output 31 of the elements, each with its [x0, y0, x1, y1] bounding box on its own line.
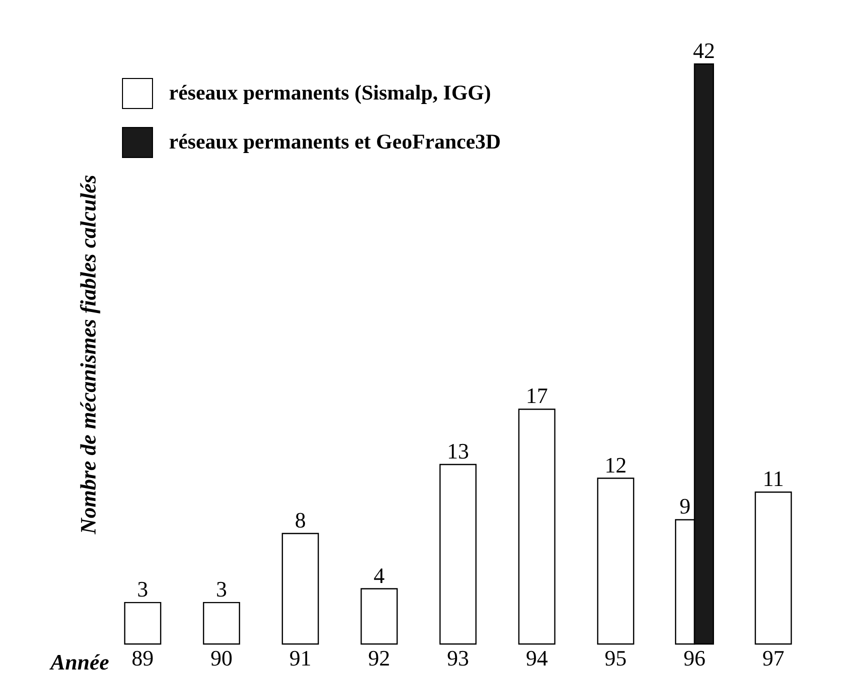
x-tick-label: 93: [447, 646, 469, 670]
x-tick-label: 96: [683, 646, 706, 670]
x-tick-label: 91: [289, 646, 312, 670]
bar: [360, 588, 398, 645]
data-label: 3: [216, 576, 228, 602]
x-tick-label: 92: [368, 646, 390, 670]
x-tick-label: 90: [210, 646, 233, 670]
data-label: 12: [604, 452, 627, 478]
data-label: 4: [374, 562, 385, 588]
bar: [124, 602, 162, 645]
y-axis-title: Nombre de mécanismes fiables calculés: [76, 174, 100, 536]
data-label: 3: [137, 576, 148, 602]
data-label: 13: [447, 438, 469, 464]
data-label: 42: [692, 38, 715, 63]
data-label: 11: [762, 466, 784, 492]
data-label: 8: [294, 508, 306, 533]
x-tick-label: 97: [762, 646, 784, 670]
bar: [754, 491, 792, 645]
data-label: 9: [680, 494, 691, 519]
legend-label: réseaux permanents (Sismalp, IGG): [169, 80, 491, 104]
x-axis-title: Année: [48, 650, 110, 674]
data-label: 17: [526, 383, 548, 408]
x-tick-label: 89: [132, 646, 154, 670]
legend-label: réseaux permanents et GeoFrance3D: [169, 130, 501, 154]
x-tick-label: 95: [604, 646, 627, 670]
bar: [597, 478, 634, 645]
bar: [202, 602, 240, 645]
bar: [439, 464, 477, 645]
bar: [518, 408, 556, 645]
bar: [282, 532, 319, 645]
x-tick-label: 94: [526, 646, 548, 670]
